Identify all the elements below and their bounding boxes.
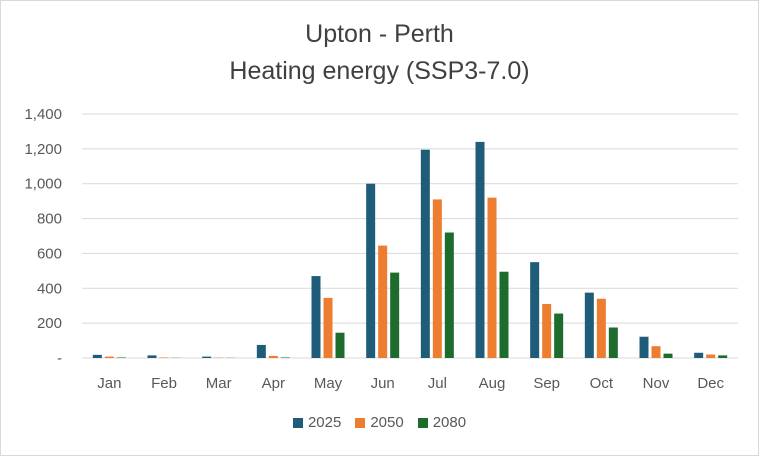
x-tick-label: Oct: [590, 375, 614, 392]
bar-aug-2050: [487, 197, 497, 358]
y-tick-label: -: [57, 350, 62, 367]
bar-mar-2025: [202, 356, 212, 358]
bars: [92, 141, 728, 358]
bar-may-2025: [311, 276, 321, 358]
legend-label: 2025: [307, 414, 342, 431]
bar-dec-2080: [718, 355, 728, 358]
bar-sep-2080: [554, 313, 564, 358]
legend-label: 2050: [370, 414, 404, 431]
legend-swatch: [292, 417, 303, 428]
y-tick-label: 1,000: [24, 176, 62, 193]
chart-title-line1: Upton - Perth: [305, 20, 454, 48]
y-tick-label: 800: [37, 211, 62, 228]
x-tick-label: Apr: [262, 375, 285, 392]
x-tick-label: Sep: [533, 375, 560, 392]
legend-swatch: [355, 417, 366, 428]
y-axis-ticks: - 200 400 600 800 1,000 1,200 1,400: [24, 106, 62, 367]
bar-oct-2080: [608, 327, 618, 358]
bar-jan-2080: [116, 357, 126, 358]
legend-item-2080: 2080: [417, 414, 467, 431]
x-tick-label: Nov: [643, 375, 670, 392]
x-tick-label: Aug: [479, 375, 506, 392]
y-tick-label: 400: [37, 280, 62, 297]
bar-may-2080: [335, 332, 345, 358]
x-tick-label: Dec: [697, 375, 724, 392]
bar-jun-2050: [378, 245, 388, 358]
x-tick-label: Mar: [206, 375, 232, 392]
x-tick-label: Feb: [151, 375, 177, 392]
bar-nov-2080: [663, 353, 673, 358]
y-tick-label: 1,200: [24, 141, 62, 158]
y-tick-label: 200: [37, 315, 62, 332]
x-tick-label: Jun: [371, 375, 395, 392]
bar-oct-2050: [596, 298, 606, 358]
bar-apr-2025: [256, 344, 266, 358]
bar-sep-2050: [542, 303, 552, 358]
x-tick-label: Jan: [97, 375, 121, 392]
bar-jul-2050: [432, 199, 442, 358]
legend: 2025 2050 2080: [0, 414, 759, 431]
bar-nov-2025: [639, 336, 649, 358]
bar-may-2050: [323, 297, 333, 358]
x-axis-ticks: Jan Feb Mar Apr May Jun Jul Aug Sep Oct Nov Dec: [97, 375, 724, 392]
bar-nov-2050: [651, 346, 661, 358]
legend-item-2025: 2025: [292, 414, 342, 431]
bar-dec-2050: [706, 354, 716, 358]
y-tick-label: 1,400: [24, 106, 62, 123]
x-tick-label: May: [314, 375, 343, 392]
bar-dec-2025: [694, 352, 704, 358]
bar-jun-2025: [366, 183, 376, 358]
legend-swatch: [417, 417, 428, 428]
bar-feb-2025: [147, 355, 157, 358]
bar-apr-2050: [268, 355, 278, 358]
bar-oct-2025: [584, 292, 594, 358]
bar-jun-2080: [390, 272, 400, 358]
x-tick-label: Jul: [428, 375, 447, 392]
bar-jul-2080: [444, 232, 454, 358]
bar-sep-2025: [530, 262, 540, 358]
legend-label: 2080: [432, 414, 467, 431]
bar-aug-2080: [499, 271, 509, 358]
gridlines: [82, 113, 738, 359]
bar-jan-2050: [104, 356, 114, 358]
bar-jul-2025: [420, 149, 430, 358]
bar-feb-2050: [159, 357, 169, 358]
bar-aug-2025: [475, 141, 485, 358]
bar-apr-2080: [280, 357, 290, 358]
chart-title-line2: Heating energy (SSP3-7.0): [229, 57, 530, 85]
legend-item-2050: 2050: [355, 414, 404, 431]
y-tick-label: 600: [37, 245, 62, 262]
bar-jan-2025: [92, 354, 102, 358]
